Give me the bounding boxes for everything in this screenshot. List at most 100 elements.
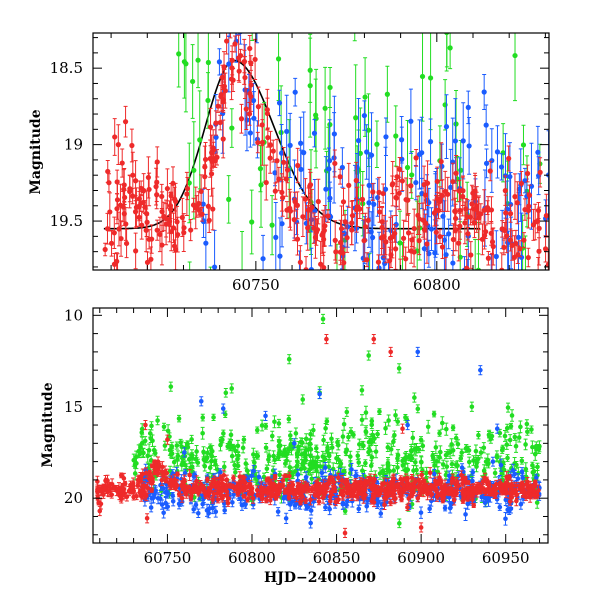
bottom-green-point xyxy=(420,468,425,474)
top-red-point xyxy=(170,225,177,231)
top-red-point xyxy=(502,188,508,194)
top-blue-point xyxy=(277,253,283,259)
bottom-green-point xyxy=(366,449,371,455)
bottom-red-point xyxy=(249,491,255,496)
top-red-point xyxy=(333,249,339,255)
top-red-point xyxy=(543,213,549,219)
bottom-red-point xyxy=(410,486,416,492)
bottom-green-point xyxy=(431,411,437,417)
top-red-point xyxy=(132,209,139,215)
bottom-green-point xyxy=(341,422,347,427)
bottom-green-point xyxy=(161,424,167,430)
bottom-red-point xyxy=(264,498,269,503)
top-red-point xyxy=(424,180,431,186)
top-blue-point xyxy=(483,122,489,128)
bottom-blue-point xyxy=(534,475,539,480)
top-red-point xyxy=(353,177,359,184)
bottom-red-point xyxy=(149,463,155,469)
bottom-green-point xyxy=(254,427,260,433)
bottom-green-point xyxy=(340,434,346,439)
top-red-point xyxy=(274,158,280,164)
bottom-green-point xyxy=(411,447,417,452)
top-red-point xyxy=(133,248,139,254)
bottom-red-point xyxy=(280,477,286,483)
bottom-green-point xyxy=(455,441,461,447)
top-red-point xyxy=(364,257,370,263)
top-red-point xyxy=(148,256,154,262)
bottom-green-point xyxy=(395,465,400,470)
top-red-point xyxy=(462,220,468,226)
bottom-red-point xyxy=(415,478,421,483)
top-blue-point xyxy=(361,112,367,119)
bottom-red-point xyxy=(391,476,396,481)
bottom-green-point xyxy=(169,444,175,449)
top-green-point xyxy=(512,52,518,59)
top-red-point xyxy=(378,235,385,241)
bottom-green-point xyxy=(373,449,379,454)
top-red-point xyxy=(413,155,419,161)
bottom-green-point xyxy=(284,451,290,457)
top-red-point xyxy=(393,194,399,201)
bottom-blue-point xyxy=(448,502,454,507)
top-red-point xyxy=(376,189,382,195)
bottom-x-tick-label: 60950 xyxy=(482,549,530,567)
top-red-point xyxy=(220,97,226,103)
top-green-point xyxy=(362,94,368,100)
top-red-point xyxy=(403,256,409,262)
bottom-green-point xyxy=(132,471,138,476)
top-red-point xyxy=(393,246,399,252)
top-red-point xyxy=(157,231,163,238)
top-blue-point xyxy=(260,256,266,262)
bottom-red-point xyxy=(118,473,124,478)
bottom-red-point xyxy=(211,491,217,497)
bottom-red-point xyxy=(527,494,533,500)
bottom-green-point xyxy=(259,423,265,428)
top-red-point xyxy=(104,226,111,232)
bottom-green-point xyxy=(377,409,382,414)
bottom-green-point xyxy=(414,467,419,473)
top-red-point xyxy=(456,240,462,246)
bottom-green-point xyxy=(325,445,330,451)
bottom-x-tick-label: 60800 xyxy=(228,549,276,567)
bottom-green-point xyxy=(232,462,237,468)
top-red-point xyxy=(259,122,265,128)
top-red-point xyxy=(264,107,270,113)
top-red-point xyxy=(362,224,368,230)
bottom-red-point xyxy=(141,483,147,488)
top-red-point xyxy=(453,227,459,233)
bottom-red-point xyxy=(183,488,189,493)
top-red-point xyxy=(325,213,331,219)
top-blue-point xyxy=(498,164,505,170)
bottom-green-point xyxy=(391,468,397,473)
bottom-blue-point xyxy=(231,492,236,497)
top-red-point xyxy=(102,246,108,253)
bottom-blue-point xyxy=(478,367,483,373)
bottom-blue-point xyxy=(198,398,204,404)
bottom-green-point xyxy=(533,443,539,449)
top-red-errorbar xyxy=(499,252,504,270)
bottom-green-point xyxy=(168,384,174,389)
top-red-point xyxy=(284,167,291,173)
bottom-green-point xyxy=(235,463,241,469)
top-blue-point xyxy=(443,124,450,130)
bottom-blue-point xyxy=(193,502,199,508)
bottom-red-point xyxy=(260,487,266,492)
top-blue-point xyxy=(323,186,329,192)
bottom-green-point xyxy=(286,416,292,422)
top-red-point xyxy=(478,211,484,217)
top-red-point xyxy=(300,214,306,220)
top-y-tick-label: 18.5 xyxy=(50,59,83,77)
bottom-blue-point xyxy=(275,509,281,514)
top-red-point xyxy=(297,259,303,265)
top-red-point xyxy=(164,185,171,192)
bottom-green-point xyxy=(324,419,330,424)
bottom-red-point xyxy=(207,490,212,495)
top-red-point xyxy=(514,200,520,206)
top-red-point xyxy=(241,58,248,65)
bottom-green-point xyxy=(264,466,270,472)
bottom-blue-point xyxy=(159,502,165,507)
top-red-point xyxy=(489,239,496,245)
bottom-red-point xyxy=(165,437,170,442)
